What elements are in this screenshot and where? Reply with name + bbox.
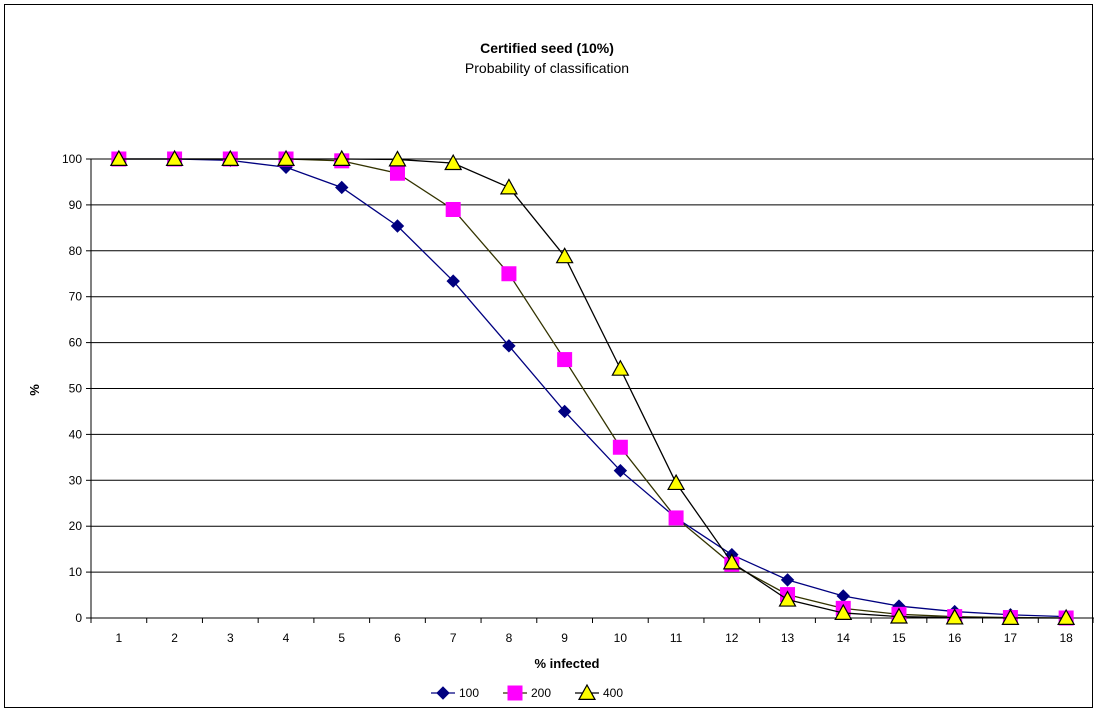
data-point-100 (780, 573, 795, 587)
x-tick-label: 16 (948, 631, 962, 645)
legend: 100 200 400 (431, 683, 623, 701)
data-point-100 (446, 274, 460, 288)
y-tick-label: 40 (69, 427, 83, 441)
data-point-400 (388, 150, 407, 167)
line-chart: Certified seed (10%) Probability of clas… (27, 40, 1094, 701)
data-point-100 (390, 219, 405, 233)
y-tick-label: 70 (69, 290, 83, 304)
y-tick-label: 80 (69, 244, 83, 258)
series-400 (109, 149, 1076, 626)
legend-marker-400 (577, 683, 597, 701)
data-point-100 (836, 589, 850, 603)
grid-lines (91, 158, 1094, 573)
legend-label-100: 100 (459, 686, 479, 700)
data-point-400 (165, 149, 184, 166)
x-tick-label: 11 (670, 631, 683, 645)
data-point-400 (667, 473, 686, 491)
x-tick-label: 8 (506, 631, 513, 645)
x-tick-label: 3 (227, 631, 234, 645)
legend-marker-200 (507, 685, 523, 701)
data-point-400 (889, 607, 908, 624)
x-tick-label: 7 (450, 631, 457, 645)
x-tick-label: 9 (561, 631, 568, 645)
y-tick-label: 20 (69, 519, 83, 533)
data-point-400 (221, 149, 240, 166)
data-point-200 (612, 439, 628, 455)
data-point-100 (335, 180, 349, 195)
x-tick-label: 10 (614, 631, 628, 645)
data-point-100 (613, 463, 628, 478)
data-point-200 (501, 266, 517, 282)
data-point-400 (555, 247, 574, 264)
y-tick-label: 10 (69, 565, 83, 579)
legend-label-400: 400 (603, 686, 623, 700)
data-point-400 (945, 608, 964, 625)
data-point-400 (834, 603, 853, 620)
chart-subtitle: Probability of classification (465, 60, 629, 76)
series-100 (112, 152, 1073, 624)
x-tick-label: 4 (283, 631, 290, 645)
y-tick-label: 60 (69, 336, 83, 350)
data-point-400 (277, 149, 296, 166)
data-point-200 (668, 510, 684, 526)
series-group (109, 149, 1076, 626)
y-tick-label: 100 (62, 152, 82, 166)
data-point-400 (778, 590, 797, 607)
y-tick-label: 0 (75, 611, 82, 625)
x-axis-label: % infected (534, 656, 599, 671)
data-point-400 (109, 149, 128, 166)
x-tick-label: 13 (781, 631, 795, 645)
legend-label-200: 200 (531, 686, 551, 700)
data-point-400 (499, 178, 518, 195)
x-tick-label: 6 (394, 631, 401, 645)
y-tick-label: 50 (69, 382, 83, 396)
data-point-400 (444, 153, 463, 171)
data-point-200 (557, 352, 573, 368)
series-line-400 (118, 158, 1067, 619)
data-point-400 (722, 553, 741, 570)
x-tick-label: 18 (1059, 631, 1073, 645)
y-axis-label: % (27, 384, 42, 396)
x-tick-label: 5 (338, 631, 345, 645)
x-tick-label: 15 (892, 631, 906, 645)
data-point-400 (611, 359, 630, 376)
data-point-100 (502, 339, 516, 353)
legend-marker-100 (436, 686, 450, 700)
data-point-400 (1057, 608, 1076, 626)
y-tick-label: 30 (69, 473, 83, 487)
data-point-200 (389, 165, 405, 181)
series-line-100 (118, 158, 1067, 618)
x-tick-label: 1 (116, 631, 123, 645)
x-tick-label: 17 (1004, 631, 1018, 645)
x-tick-label: 12 (725, 631, 739, 645)
chart-frame: Certified seed (10%) Probability of clas… (4, 4, 1094, 708)
x-tick-label: 2 (171, 631, 178, 645)
data-point-100 (557, 404, 572, 419)
x-tick-label: 14 (837, 631, 851, 645)
data-point-200 (445, 201, 461, 217)
y-tick-label: 90 (69, 198, 83, 212)
data-point-400 (332, 149, 351, 166)
chart-title: Certified seed (10%) (480, 40, 614, 56)
data-point-400 (1001, 608, 1020, 626)
